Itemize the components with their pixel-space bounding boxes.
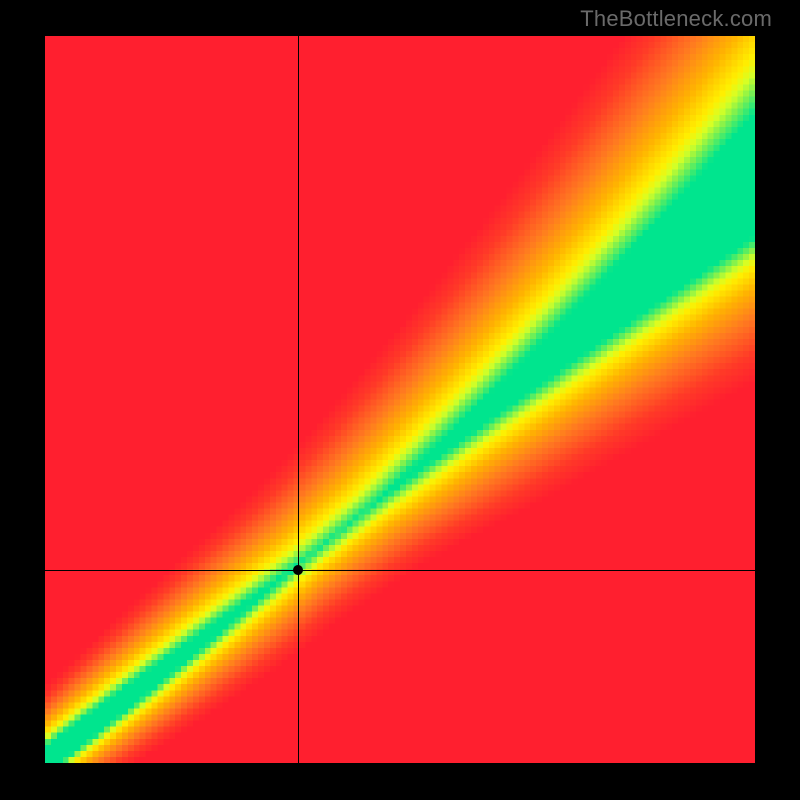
- heatmap-canvas: [45, 36, 755, 763]
- heatmap-plot: [45, 36, 755, 763]
- watermark: TheBottleneck.com: [580, 6, 772, 32]
